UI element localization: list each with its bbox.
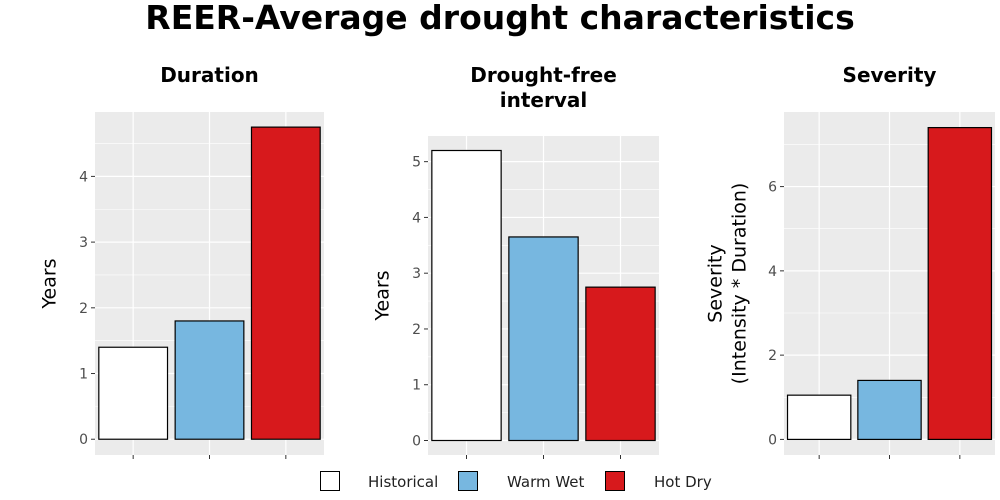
legend-label-warm-wet: Warm Wet [507, 473, 585, 491]
y-tick-label: 5 [412, 155, 421, 171]
bar-warm-wet [857, 379, 922, 441]
y-tick-label: 2 [768, 348, 777, 364]
y-tick-label: 0 [79, 432, 88, 448]
bar-historical [431, 149, 502, 442]
y-tick-label: 4 [412, 210, 421, 226]
y-tick-label: 0 [768, 432, 777, 448]
legend-swatch-warm-wet [458, 471, 478, 491]
bar-hot-dry [927, 126, 993, 441]
panel-title: Duration [160, 63, 259, 87]
bar-hot-dry [250, 126, 321, 440]
y-tick-label: 3 [79, 235, 88, 251]
panel-title: Drought-free [470, 63, 617, 87]
y-tick-label: 6 [768, 180, 777, 196]
y-tick-label: 3 [412, 266, 421, 282]
y-tick-label: 1 [412, 378, 421, 394]
bar-historical [98, 346, 169, 440]
bar-warm-wet [508, 236, 579, 442]
bar-warm-wet [174, 320, 245, 440]
y-axis-label: Severity [705, 244, 727, 322]
y-axis-label: Years [39, 258, 61, 309]
y-tick-label: 4 [768, 264, 777, 280]
y-tick-label: 1 [79, 367, 88, 383]
legend-label-historical: Historical [368, 473, 439, 491]
y-tick-label: 4 [79, 169, 88, 185]
panel-title: interval [500, 88, 587, 112]
bar-hot-dry [585, 286, 656, 442]
y-tick-label: 0 [412, 434, 421, 450]
y-tick-label: 2 [79, 301, 88, 317]
y-tick-label: 2 [412, 322, 421, 338]
y-axis-label: (Intensity * Duration) [729, 183, 751, 385]
y-axis-label: Years [372, 270, 394, 321]
panel-title: Severity [843, 63, 937, 87]
legend-swatch-hot-dry [605, 471, 625, 491]
chart-panel-1: 0 1 2 3 4 Duration Years [39, 63, 324, 459]
figure-title: REER-Average drought characteristics [145, 0, 855, 37]
bar-historical [786, 394, 852, 441]
legend-swatch-historical [320, 471, 340, 491]
legend-label-hot-dry: Hot Dry [654, 473, 712, 491]
